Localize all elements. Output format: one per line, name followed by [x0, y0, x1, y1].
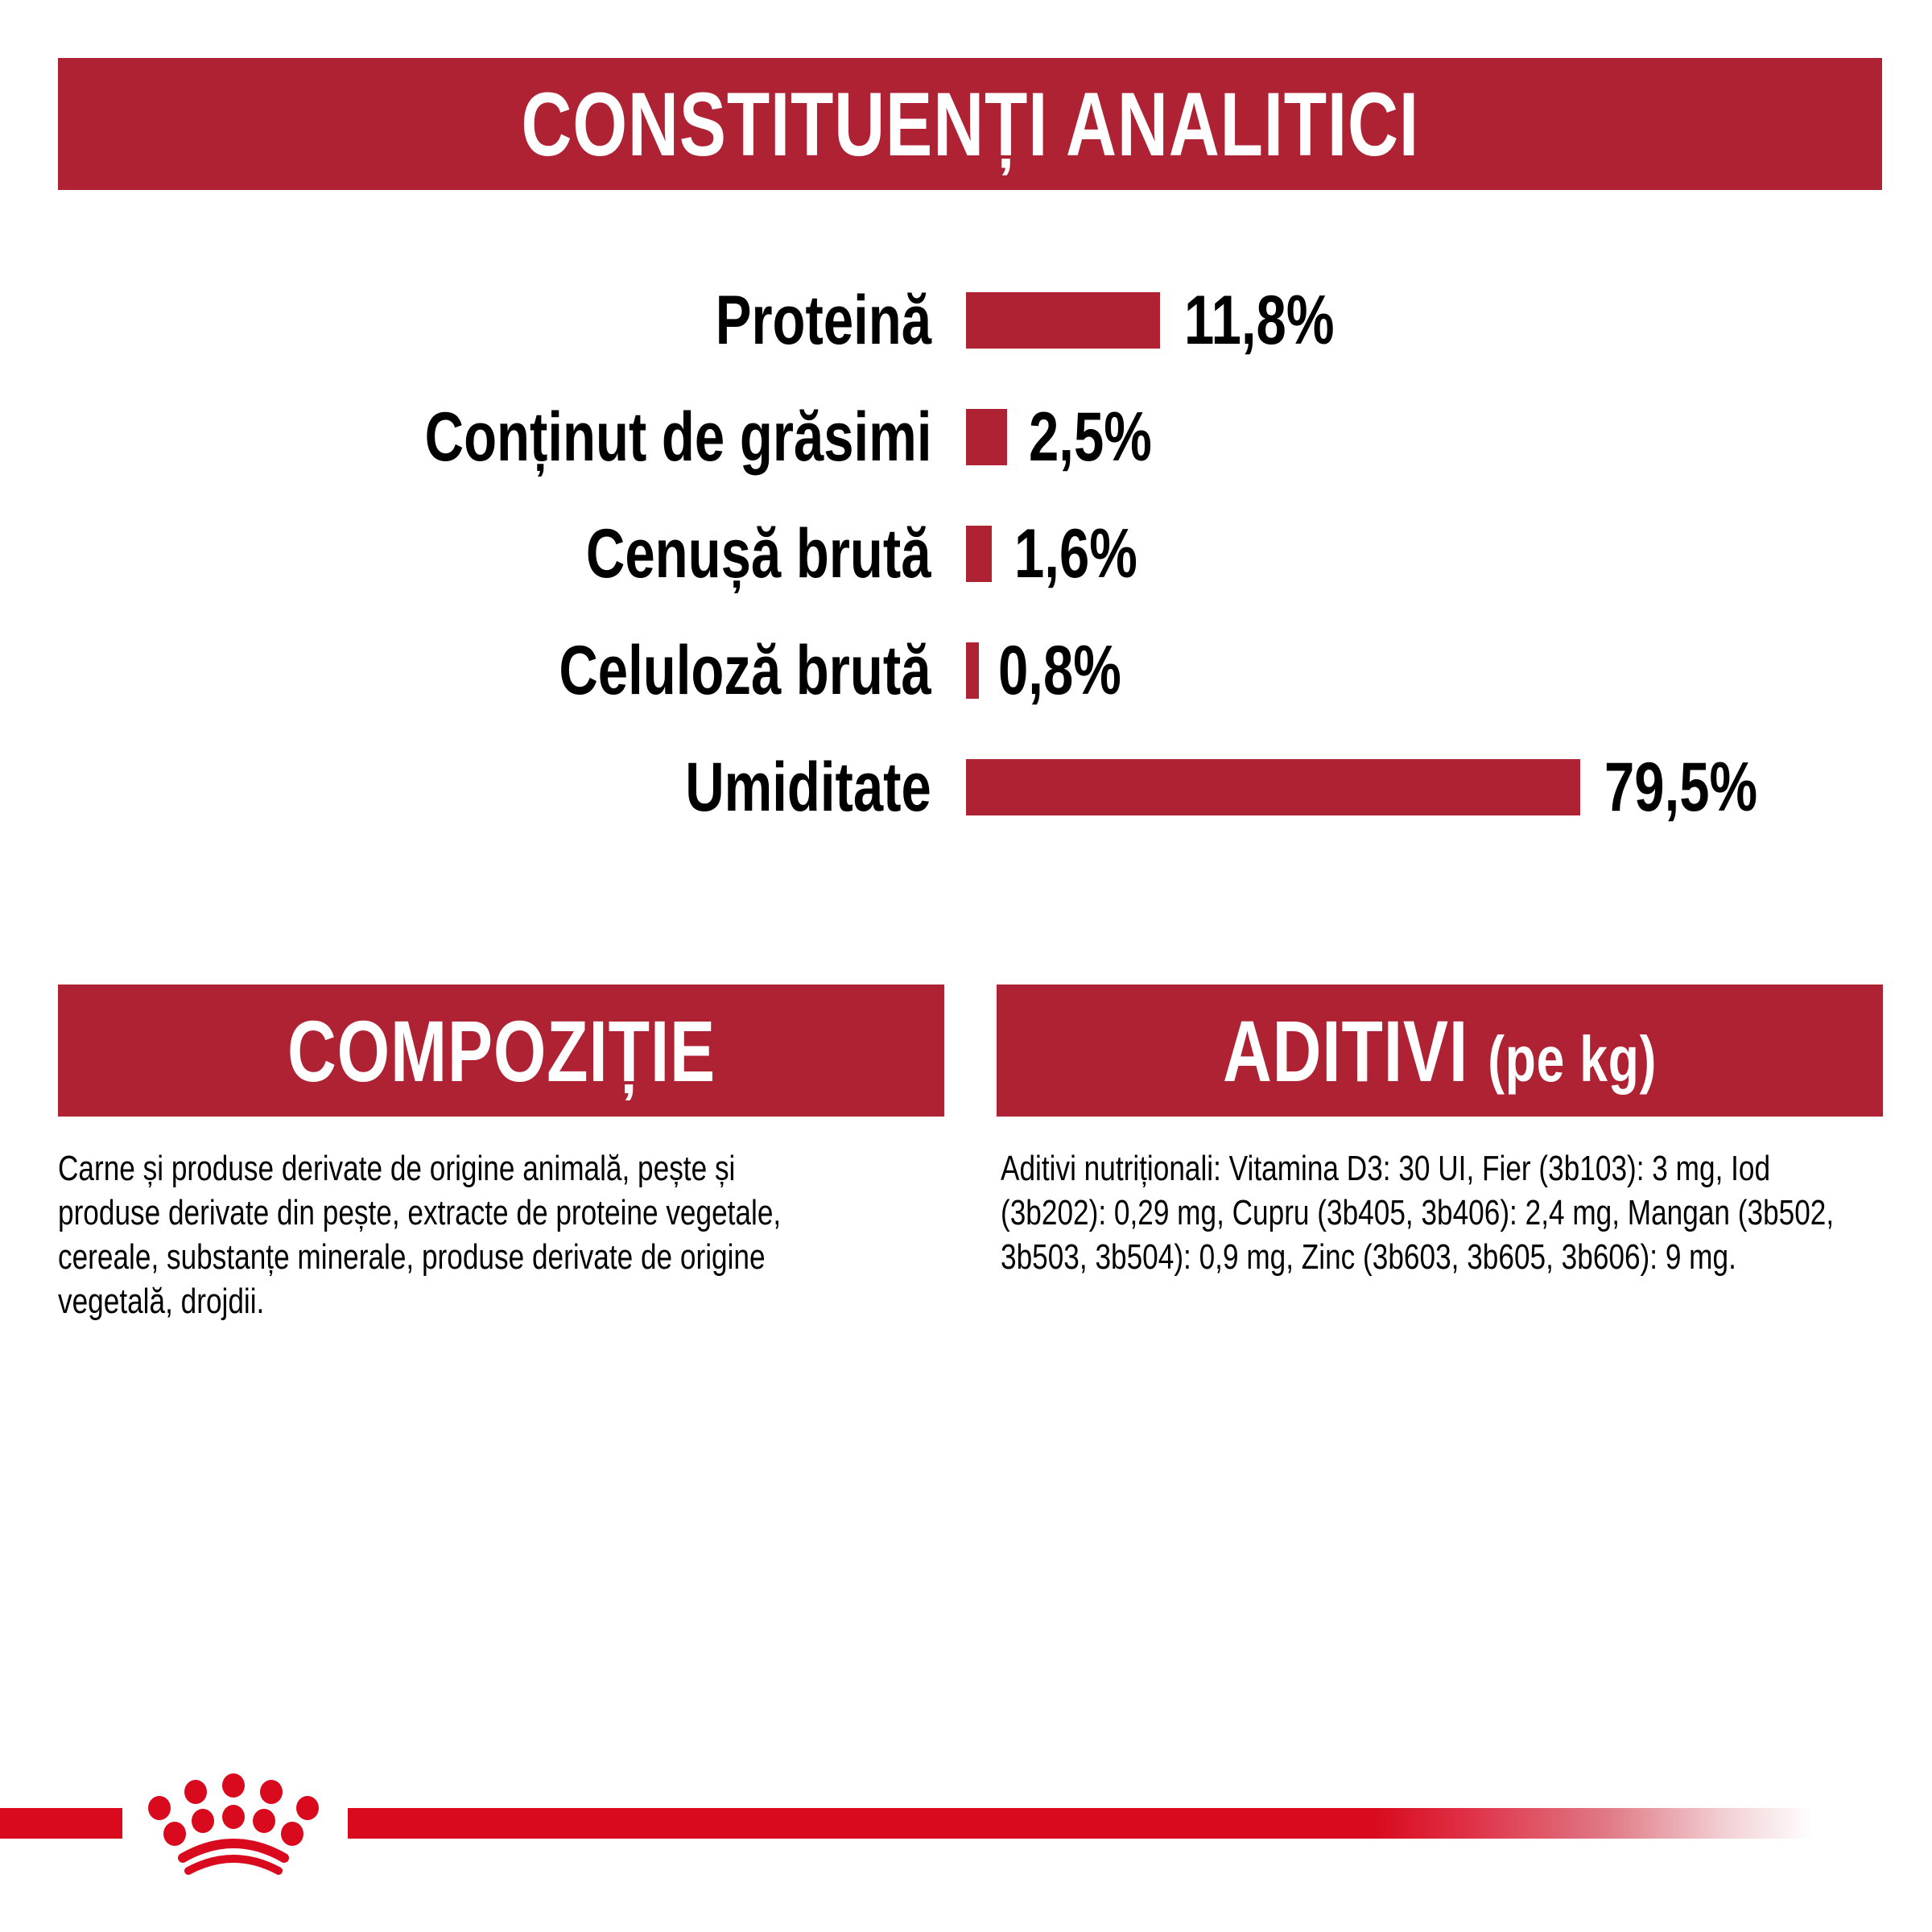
row-label: Proteină [715, 282, 931, 359]
composition-header: COMPOZIȚIE [58, 985, 944, 1117]
additives-title: ADITIVI [1222, 1001, 1468, 1100]
row-label: Umiditate [685, 749, 931, 826]
chart-row-ash: Cenușă brută 1,6% [0, 518, 1932, 590]
row-value: 0,8% [998, 632, 1121, 709]
additives-title-wrap: ADITIVI (pe kg) [1223, 1001, 1657, 1101]
chart-row-fat: Conținut de grăsimi 2,5% [0, 401, 1932, 473]
composition-title: COMPOZIȚIE [287, 1001, 716, 1100]
crown-logo-icon [148, 1773, 319, 1875]
bar [966, 526, 992, 582]
row-label: Conținut de grăsimi [424, 398, 931, 476]
row-label: Cenușă brută [586, 515, 931, 592]
chart-row-moisture: Umiditate 79,5% [0, 751, 1932, 824]
composition-text: Carne și produse derivate de origine ani… [58, 1149, 782, 1321]
row-value: 79,5% [1604, 749, 1758, 826]
bar [966, 642, 979, 699]
row-value: 1,6% [1014, 515, 1137, 592]
additives-text: Aditivi nutriționali: Vitamina D3: 30 UI… [1001, 1149, 1835, 1277]
row-value: 11,8% [1184, 282, 1335, 359]
page-title-banner: CONSTITUENȚI ANALITICI [58, 58, 1882, 190]
chart-row-fibre: Celuloză brută 0,8% [0, 634, 1932, 707]
row-value: 2,5% [1029, 398, 1152, 476]
bar [966, 409, 1007, 465]
page-title: CONSTITUENȚI ANALITICI [521, 73, 1419, 175]
row-label: Celuloză brută [559, 632, 931, 709]
additives-title-suffix: (pe kg) [1488, 1022, 1657, 1095]
chart-row-protein: Proteină 11,8% [0, 284, 1932, 357]
additives-header: ADITIVI (pe kg) [997, 985, 1883, 1117]
footer-stripe-right [348, 1808, 1813, 1839]
footer-stripe-left [0, 1808, 122, 1839]
bar [966, 292, 1160, 349]
bar [966, 759, 1580, 815]
